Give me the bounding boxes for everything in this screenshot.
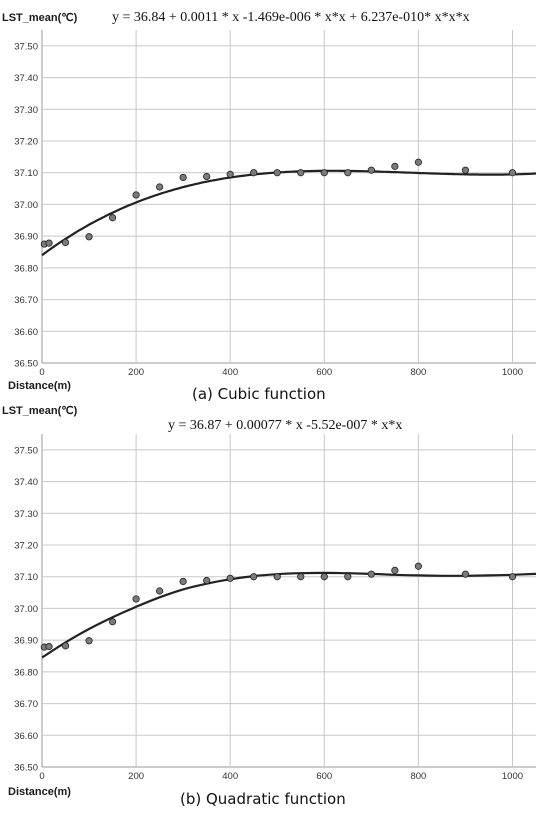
data-point xyxy=(461,570,470,578)
data-point xyxy=(273,573,281,581)
plot-area-cubic: 36.50 36.60 36.70 36.80 36.90 37.00 37.10 37.20… xyxy=(14,30,537,378)
data-point xyxy=(85,233,93,241)
data-point xyxy=(344,573,352,581)
y-tick-label: 37.40 xyxy=(14,73,38,84)
x-tick-label: 600 xyxy=(316,771,332,782)
y-tick-label: 37.30 xyxy=(14,509,38,520)
y-axis-label: LST_mean(℃) xyxy=(2,405,78,417)
data-point xyxy=(367,166,375,174)
data-point xyxy=(508,573,517,581)
data-point xyxy=(203,576,211,585)
data-point xyxy=(203,172,211,181)
data-point xyxy=(179,577,187,586)
data-point xyxy=(250,169,258,177)
data-point xyxy=(108,214,117,222)
y-tick-label: 37.30 xyxy=(14,105,38,116)
fit-equation: y = 36.87 + 0.00077 * x -5.52e-007 * x*x xyxy=(168,418,402,433)
y-tick-label: 37.20 xyxy=(14,137,38,148)
y-tick-label: 36.50 xyxy=(14,359,38,370)
x-tick-label: 0 xyxy=(39,771,44,782)
data-point xyxy=(414,158,422,166)
y-tick-label: 36.80 xyxy=(14,263,38,274)
data-point xyxy=(156,587,164,595)
panel-caption: (b) Quadratic function xyxy=(180,790,346,808)
y-tick-label: 37.00 xyxy=(14,604,38,615)
x-tick-label: 200 xyxy=(128,367,144,378)
y-tick-label: 37.10 xyxy=(14,572,38,583)
x-tick-label: 600 xyxy=(316,367,332,378)
x-tick-label: 800 xyxy=(410,367,426,378)
plot-area-quadratic: 36.50 36.60 36.70 36.80 36.90 37.00 37.10 37.20… xyxy=(14,434,537,782)
data-point xyxy=(273,169,281,177)
x-tick-label: 1000 xyxy=(502,771,523,782)
data-point xyxy=(391,162,399,170)
data-point xyxy=(297,573,305,581)
y-tick-label: 36.90 xyxy=(14,232,38,243)
data-point xyxy=(297,169,305,177)
y-tick-label: 37.50 xyxy=(14,41,38,52)
data-point xyxy=(344,169,352,177)
data-point xyxy=(461,166,470,174)
data-point xyxy=(226,170,234,178)
data-point xyxy=(132,595,140,603)
x-tick-label: 1000 xyxy=(502,367,523,378)
data-point xyxy=(132,191,140,199)
y-tick-label: 37.00 xyxy=(14,200,38,211)
x-tick-label: 800 xyxy=(410,771,426,782)
data-point xyxy=(61,238,70,247)
y-tick-label: 36.80 xyxy=(14,667,38,678)
y-tick-label: 36.90 xyxy=(14,636,38,647)
x-tick-label: 200 xyxy=(128,771,144,782)
data-point xyxy=(320,573,328,581)
data-point xyxy=(108,618,117,626)
data-point xyxy=(179,173,187,182)
x-axis-label: Distance(m) xyxy=(8,380,71,392)
panel-cubic: LST_mean(℃) y = 36.84 + 0.0011 * x -1.46… xyxy=(2,10,537,403)
data-point xyxy=(391,566,399,574)
data-point xyxy=(367,570,375,578)
panel-caption: (a) Cubic function xyxy=(192,385,326,403)
data-point xyxy=(414,562,422,570)
data-point xyxy=(45,239,53,247)
fit-curve xyxy=(41,571,537,659)
y-tick-label: 36.70 xyxy=(14,699,38,710)
fit-equation: y = 36.84 + 0.0011 * x -1.469e-006 * x*x… xyxy=(112,10,470,25)
y-tick-label: 36.60 xyxy=(14,731,38,742)
data-point xyxy=(61,642,70,650)
y-tick-label: 37.40 xyxy=(14,477,38,488)
x-tick-label: 400 xyxy=(222,771,238,782)
y-tick-label: 37.20 xyxy=(14,541,38,552)
data-point xyxy=(156,183,164,191)
x-axis-label: Distance(m) xyxy=(8,786,71,798)
x-tick-label: 400 xyxy=(222,367,238,378)
data-point xyxy=(250,573,258,581)
fit-curve xyxy=(41,169,537,257)
y-tick-label: 36.50 xyxy=(14,763,38,774)
x-tick-label: 0 xyxy=(39,367,44,378)
data-point xyxy=(320,169,328,177)
y-tick-label: 36.70 xyxy=(14,295,38,306)
panel-quadratic: LST_mean(℃) y = 36.87 + 0.00077 * x -5.5… xyxy=(2,405,537,808)
data-point xyxy=(508,169,517,177)
y-tick-label: 37.10 xyxy=(14,168,38,179)
y-axis-label: LST_mean(℃) xyxy=(2,12,78,24)
y-tick-label: 36.60 xyxy=(14,327,38,338)
data-point xyxy=(226,574,234,582)
data-point xyxy=(85,637,93,645)
y-tick-label: 37.50 xyxy=(14,445,38,456)
data-point xyxy=(45,642,53,651)
